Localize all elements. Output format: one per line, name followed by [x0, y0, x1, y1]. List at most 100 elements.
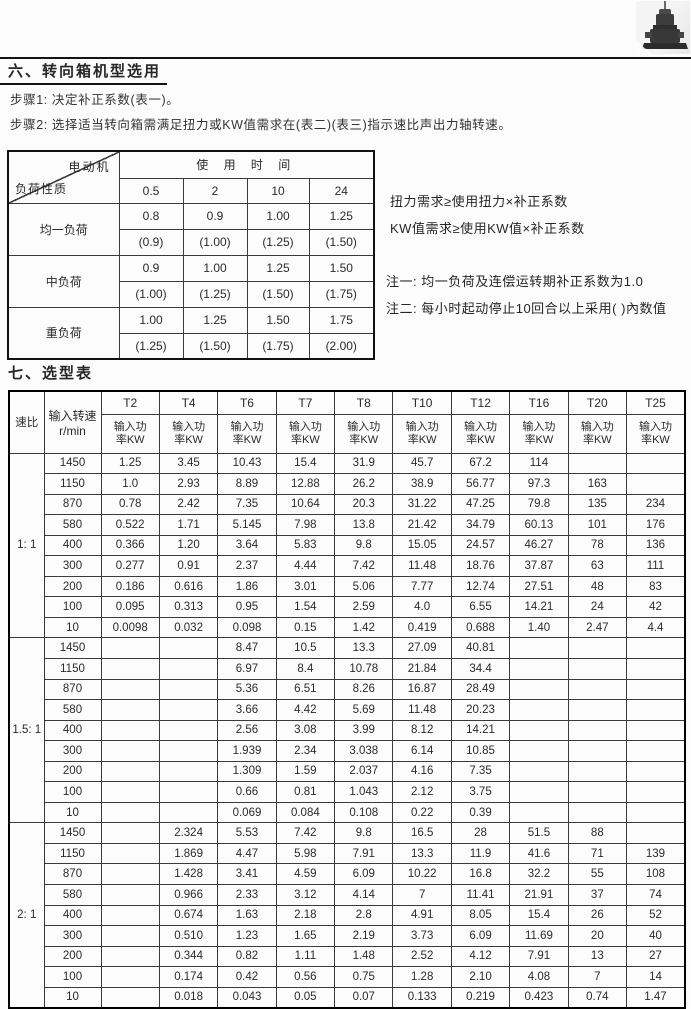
power-value-cell: 5.98: [275, 842, 336, 865]
power-value-cell: 0.032: [158, 616, 219, 639]
power-value-cell: 31.9: [334, 452, 394, 475]
power-value-cell: [509, 719, 569, 742]
coefficient-paren-cell: (1.50): [246, 280, 310, 308]
power-value-cell: 2.18: [275, 904, 336, 927]
power-value-cell: 1.20: [158, 534, 219, 557]
power-value-cell: 11.48: [392, 699, 452, 721]
power-value-cell: 3.038: [334, 740, 394, 762]
power-value-cell: 11.9: [450, 842, 511, 865]
power-value-cell: 5.53: [217, 822, 277, 844]
power-value-cell: 7.35: [450, 760, 511, 783]
power-value-cell: 16.8: [450, 863, 511, 885]
power-value-cell: 67.2: [450, 452, 511, 475]
power-value-cell: 9.8: [334, 534, 394, 557]
input-power-header: 输入功 率KW: [567, 413, 628, 454]
power-value-cell: 0.07: [334, 986, 394, 1009]
rpm-cell: 300: [43, 740, 102, 762]
power-value-cell: [100, 822, 160, 844]
power-value-cell: [100, 842, 160, 865]
power-value-cell: [158, 657, 219, 680]
power-value-cell: 24: [567, 596, 628, 618]
coefficient-cell: 1.50: [308, 254, 375, 282]
power-value-cell: [158, 740, 219, 762]
power-value-cell: 1.23: [217, 925, 277, 947]
power-value-cell: [158, 678, 219, 701]
power-value-cell: 2.34: [275, 740, 336, 762]
power-value-cell: 1.939: [217, 740, 277, 762]
power-value-cell: 74: [626, 883, 686, 906]
power-value-cell: 0.81: [275, 781, 336, 803]
rpm-cell: 1450: [43, 452, 102, 475]
model-header: T4: [158, 390, 219, 415]
power-value-cell: 3.12: [275, 883, 336, 906]
power-value-cell: 3.41: [217, 863, 277, 885]
power-value-cell: [626, 822, 686, 844]
model-selection-table: 速比 输入转速 r/min T2 T4 T6 T7 T8 T10 T12 T16 T20 T25 输入功…: [8, 390, 686, 1009]
power-value-cell: 14.21: [450, 719, 511, 742]
power-value-cell: 0.043: [217, 986, 277, 1009]
power-value-cell: 7.42: [334, 555, 394, 577]
power-value-cell: 3.01: [275, 575, 336, 598]
power-value-cell: 63: [567, 555, 628, 577]
power-value-cell: 78: [567, 534, 628, 557]
power-value-cell: 4.59: [275, 863, 336, 885]
note-1: 注一: 均一负荷及连偿运转期补正系数为1.0: [386, 274, 644, 289]
usage-time-header: 使 用 时 间: [118, 150, 375, 179]
power-value-cell: 0.423: [509, 986, 569, 1009]
power-value-cell: [626, 473, 686, 495]
power-value-cell: 4.08: [509, 966, 569, 988]
power-value-cell: 3.66: [217, 699, 277, 721]
power-value-cell: 0.05: [275, 986, 336, 1009]
power-value-cell: 46.27: [509, 534, 569, 557]
power-value-cell: [158, 801, 219, 824]
power-value-cell: 0.522: [100, 514, 160, 536]
power-value-cell: 0.74: [567, 986, 628, 1009]
power-value-cell: 0.174: [158, 966, 219, 988]
coefficient-paren-cell: (1.50): [182, 332, 248, 360]
power-value-cell: 3.75: [450, 781, 511, 803]
power-value-cell: 3.99: [334, 719, 394, 742]
power-value-cell: 2.47: [567, 616, 628, 639]
power-value-cell: [509, 781, 569, 803]
power-value-cell: 27: [626, 945, 686, 968]
rpm-cell: 580: [43, 514, 102, 536]
input-power-header: 输入功 率KW: [450, 413, 511, 454]
input-power-header: 输入功 率KW: [100, 413, 160, 454]
diagonal-header-cell: 电动机 负荷性质: [7, 150, 120, 204]
power-value-cell: 11.69: [509, 925, 569, 947]
coefficient-cell: 1.00: [182, 254, 248, 282]
power-value-cell: 9.8: [334, 822, 394, 844]
power-value-cell: 8.05: [450, 904, 511, 927]
power-value-cell: [626, 678, 686, 701]
power-value-cell: 7: [392, 883, 452, 906]
power-value-cell: 0.91: [158, 555, 219, 577]
model-header: T7: [275, 390, 336, 415]
power-value-cell: 10.43: [217, 452, 277, 475]
coefficient-cell: 1.25: [308, 202, 375, 230]
power-value-cell: 6.55: [450, 596, 511, 618]
power-value-cell: 37.87: [509, 555, 569, 577]
power-value-cell: 6.14: [392, 740, 452, 762]
power-value-cell: 139: [626, 842, 686, 865]
power-value-cell: 12.74: [450, 575, 511, 598]
power-value-cell: 0.39: [450, 801, 511, 824]
power-value-cell: 10.78: [334, 657, 394, 680]
power-value-cell: [567, 801, 628, 824]
power-value-cell: 24.57: [450, 534, 511, 557]
power-value-cell: 4.42: [275, 699, 336, 721]
power-value-cell: 8.12: [392, 719, 452, 742]
power-value-cell: [626, 781, 686, 803]
power-value-cell: 12.88: [275, 473, 336, 495]
power-value-cell: [100, 945, 160, 968]
step2-text: 步骤2: 选择适当转向箱需满足扭力或KW值需求在(表二)(表三)指示速比声出力轴…: [10, 118, 512, 132]
power-value-cell: 4.0: [392, 596, 452, 618]
input-power-header: 输入功 率KW: [509, 413, 569, 454]
coefficient-paren-cell: (1.75): [246, 332, 310, 360]
coefficient-cell: 1.25: [246, 254, 310, 282]
power-value-cell: 2.33: [217, 883, 277, 906]
power-value-cell: 15.4: [509, 904, 569, 927]
power-value-cell: 7.91: [509, 945, 569, 968]
power-value-cell: 34.4: [450, 657, 511, 680]
power-value-cell: 0.186: [100, 575, 160, 598]
power-value-cell: 114: [509, 452, 569, 475]
